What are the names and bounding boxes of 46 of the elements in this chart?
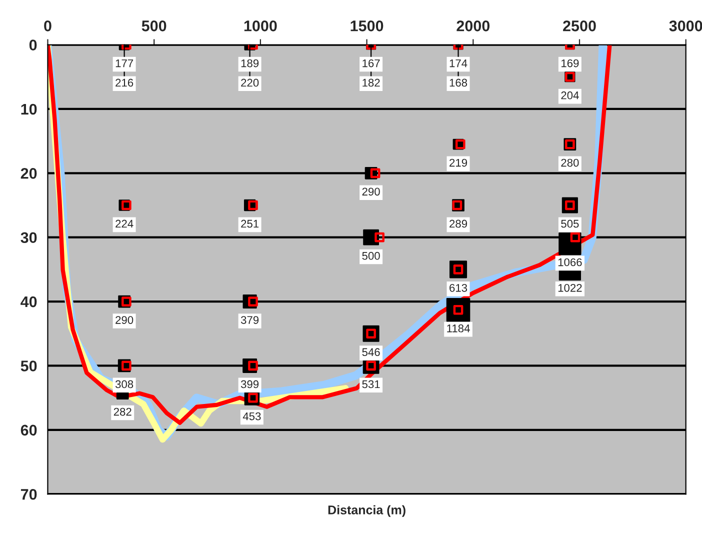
y-tick-label: 20 [20, 168, 37, 179]
y-tick-label: 10 [21, 104, 37, 115]
annotation: 1184 [447, 324, 470, 332]
annotation: 182 [362, 78, 380, 87]
annotation: 1022 [558, 284, 582, 292]
annotation: 224 [116, 220, 134, 228]
annotation: 531 [362, 380, 380, 388]
annotation: 290 [116, 316, 134, 324]
annotation: 505 [561, 220, 579, 228]
x-tick-label: 2500 [563, 20, 596, 32]
annotation: 177 [116, 59, 134, 68]
annotation: 174 [450, 59, 468, 68]
annotation: 216 [116, 78, 134, 87]
annotation: 1066 [558, 258, 582, 266]
x-tick-label: 0 [44, 20, 52, 32]
y-tick-label: 70 [20, 488, 37, 500]
annotation: 500 [362, 252, 380, 260]
annotation: 399 [240, 380, 259, 388]
annotation: 219 [450, 158, 467, 167]
annotation: 251 [241, 220, 259, 228]
annotation: 280 [561, 158, 579, 167]
annotation: 308 [115, 380, 134, 388]
annotation: 204 [561, 91, 579, 100]
annotation: 289 [450, 220, 467, 228]
x-tick-label: 500 [142, 20, 166, 32]
annotation: 220 [241, 78, 259, 87]
annotation: 546 [362, 348, 380, 356]
annotation: 167 [362, 59, 380, 68]
annotation: 379 [240, 316, 259, 324]
annotation: 189 [241, 59, 259, 68]
annotation: 169 [562, 59, 579, 68]
y-tick-label: 50 [20, 360, 37, 372]
x-axis-title: Distancia (m) [328, 505, 406, 517]
x-tick-label: 2000 [456, 20, 490, 32]
x-tick-label: 3000 [669, 20, 702, 32]
x-tick-label: 1500 [350, 20, 384, 32]
y-tick-label: 40 [20, 296, 37, 308]
annotation: 168 [450, 78, 468, 87]
annotation: 613 [450, 284, 468, 292]
x-tick-label: 1000 [244, 20, 277, 32]
annotation: 290 [362, 188, 380, 196]
y-tick-label: 60 [20, 424, 37, 436]
annotation: 282 [114, 408, 132, 416]
y-tick-label: 0 [29, 40, 37, 50]
annotation: 453 [242, 412, 261, 420]
y-tick-label: 30 [20, 232, 37, 244]
